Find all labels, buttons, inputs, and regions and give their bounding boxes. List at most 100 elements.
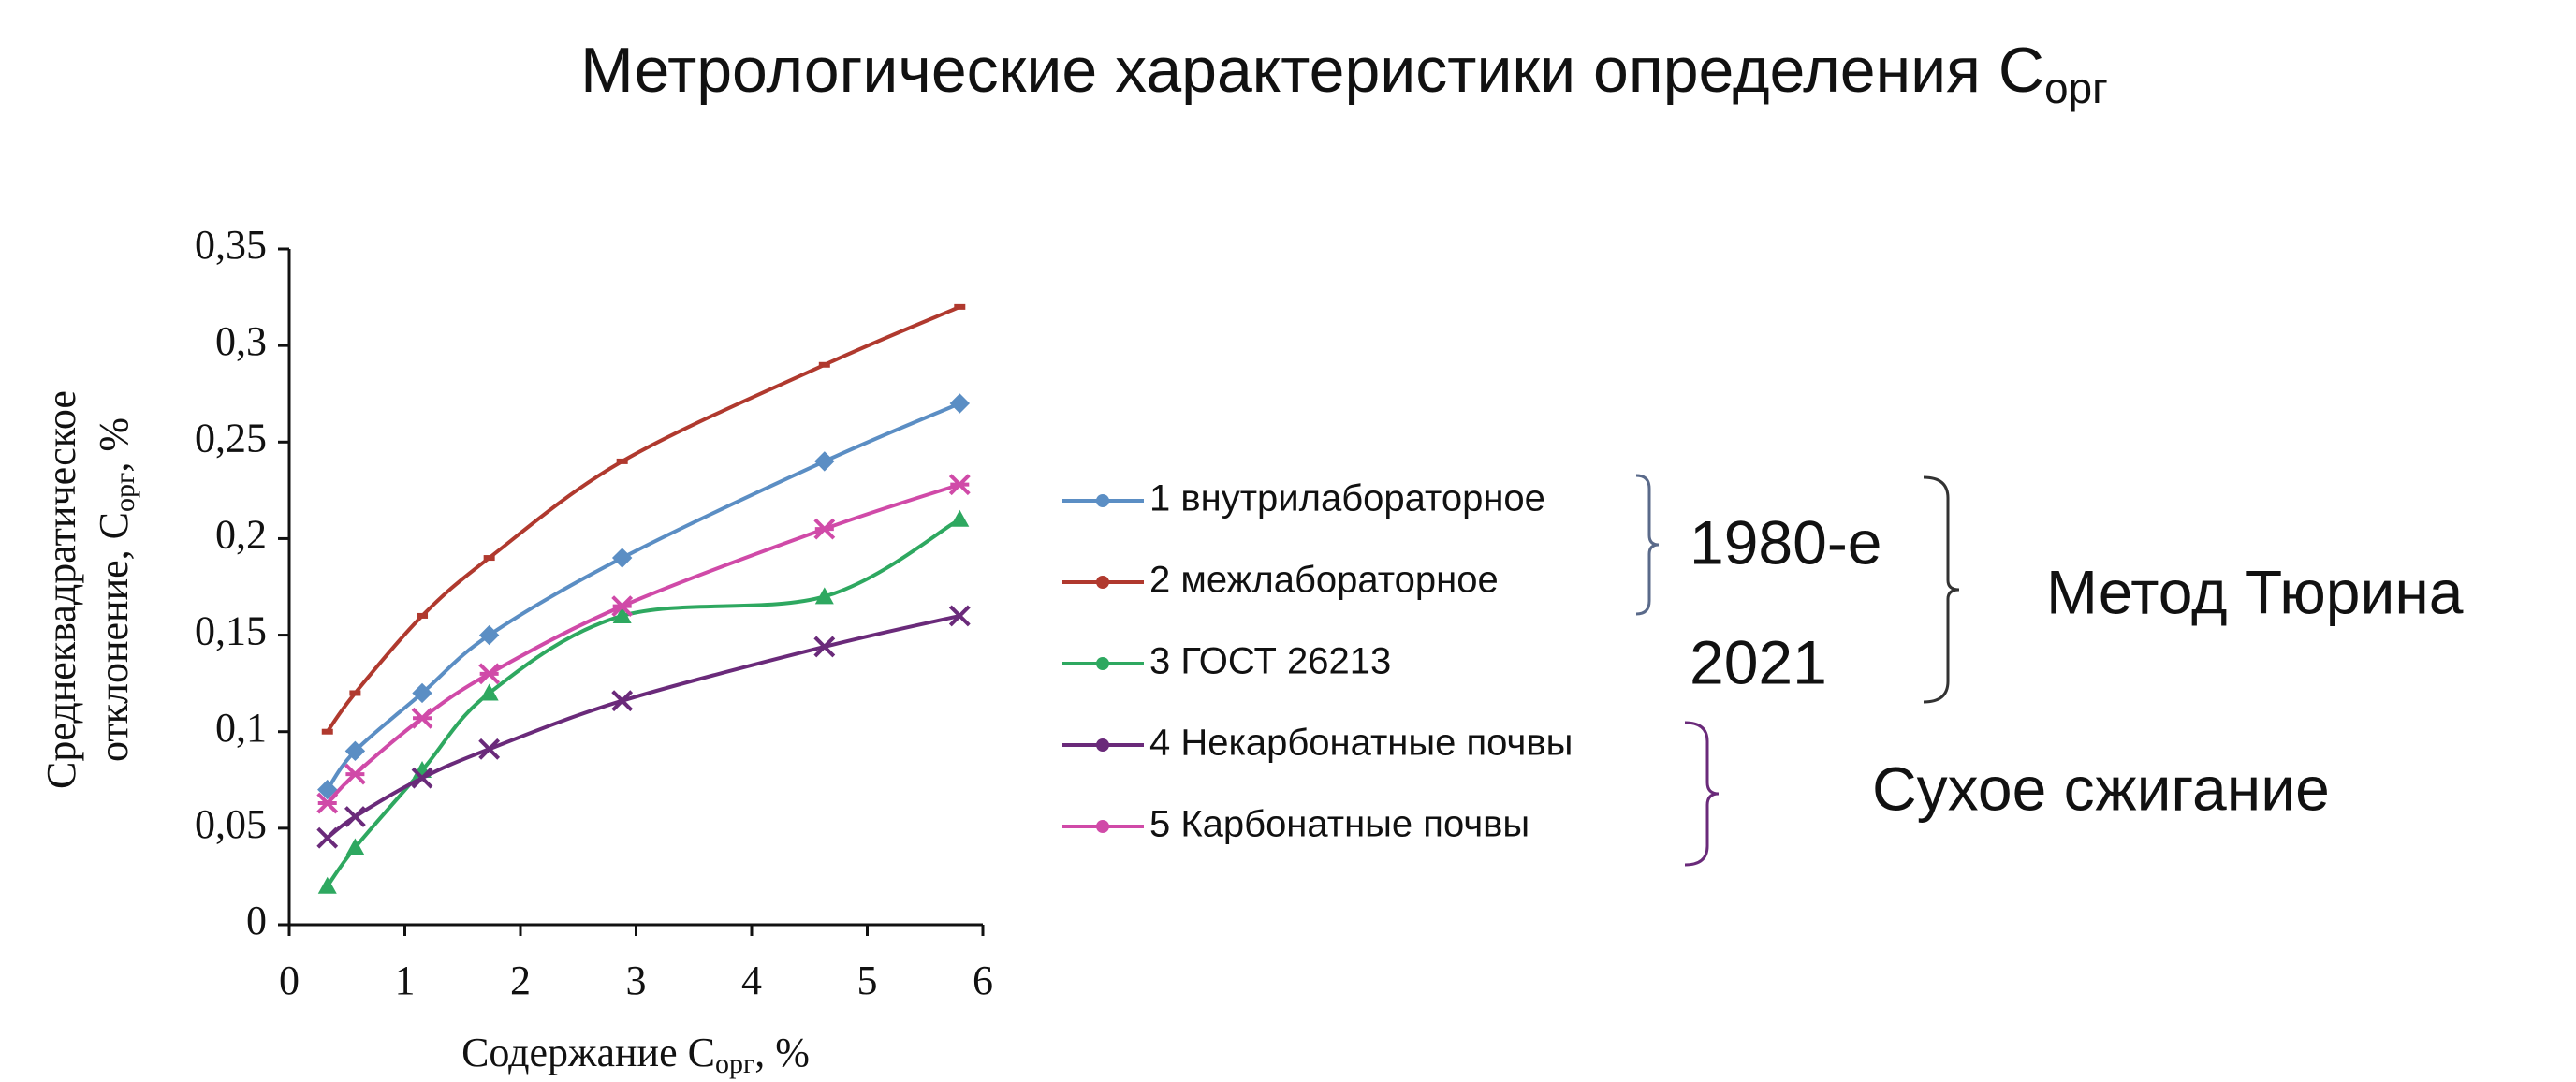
marker — [316, 792, 339, 814]
x-tick-label: 5 — [857, 958, 878, 1003]
x-tick-label: 1 — [395, 958, 416, 1003]
annotation: 1980-е — [1690, 507, 1882, 577]
x-tick-label: 6 — [973, 958, 993, 1003]
legend-dot — [1096, 494, 1109, 507]
y-tick-label: 0,3 — [215, 318, 267, 364]
series-line — [326, 613, 960, 840]
marker — [411, 767, 433, 789]
series — [316, 605, 971, 849]
marker — [345, 838, 365, 855]
marker — [950, 509, 970, 527]
y-label-line1: Среднеквадратическое — [38, 390, 84, 789]
legend-marker — [1096, 820, 1109, 833]
series-line — [326, 518, 961, 887]
x-label-suffix: , % — [754, 1030, 810, 1075]
x-tick-label: 3 — [626, 958, 647, 1003]
x-label-subscript: орг — [715, 1048, 754, 1079]
bracket — [1923, 475, 1960, 704]
x-label-text: Содержание С — [461, 1030, 715, 1075]
legend-item: 5 Карбонатные почвы — [1062, 804, 1530, 845]
legend-marker — [1096, 657, 1109, 670]
marker — [814, 451, 835, 472]
legend-item: 1 внутрилабораторное — [1062, 478, 1545, 519]
x-axis-label: Содержание Сорг, % — [461, 1030, 810, 1079]
series — [321, 303, 966, 735]
y-tick-label: 0,35 — [195, 222, 267, 268]
title-subscript: орг — [2044, 64, 2108, 112]
marker — [478, 738, 501, 760]
bracket — [1684, 721, 1720, 867]
marker — [611, 690, 634, 712]
annotation: Сухое сжигание — [1872, 753, 2330, 823]
marker — [317, 779, 338, 800]
y-axis-label: Среднеквадратическое отклонение, Сорг, % — [38, 390, 140, 789]
legend-dot — [1096, 820, 1109, 833]
marker — [948, 474, 971, 496]
annotation: 2021 — [1690, 627, 1827, 696]
bracket — [1635, 474, 1660, 616]
legend-marker — [1096, 738, 1109, 752]
marker — [349, 690, 361, 696]
legend-item: 4 Некарбонатные почвы — [1062, 723, 1573, 764]
chart-title: Метрологические характеристики определен… — [580, 35, 2108, 112]
y-tick-label: 0,05 — [195, 801, 267, 847]
marker — [478, 624, 500, 646]
marker — [611, 595, 634, 618]
marker — [344, 763, 366, 785]
marker — [417, 612, 429, 619]
marker — [479, 683, 499, 701]
legend-item: 2 межлабораторное — [1062, 560, 1499, 601]
marker — [478, 663, 501, 685]
marker — [612, 606, 632, 623]
series-line — [326, 305, 961, 733]
x-tick-label: 4 — [741, 958, 762, 1003]
marker — [813, 518, 836, 540]
legend-label: 2 межлабораторное — [1149, 560, 1499, 601]
y-label-suffix: , % — [91, 417, 137, 473]
x-tick-label: 0 — [279, 958, 300, 1003]
y-label-line2: отклонение, Сорг, % — [91, 417, 140, 762]
legend-dot — [1096, 576, 1109, 589]
marker — [814, 587, 834, 605]
y-tick-label: 0,2 — [215, 512, 267, 558]
series — [316, 474, 971, 814]
legend-marker — [1096, 494, 1109, 507]
marker — [411, 707, 433, 729]
marker — [954, 303, 966, 310]
series — [317, 509, 970, 894]
title-text: Метрологические характеристики определен… — [580, 35, 2044, 106]
legend-label: 1 внутрилабораторное — [1149, 478, 1545, 519]
marker — [344, 806, 366, 827]
x-tick-label: 2 — [510, 958, 531, 1003]
annotation: Метод Тюрина — [2046, 557, 2464, 626]
marker — [616, 458, 628, 464]
marker — [317, 876, 337, 894]
legend-label: 3 ГОСТ 26213 — [1149, 641, 1391, 682]
legend-dot — [1096, 738, 1109, 752]
legend-marker — [1096, 576, 1109, 589]
marker — [344, 740, 366, 762]
series — [317, 393, 971, 800]
series-line — [326, 482, 960, 805]
legend-label: 5 Карбонатные почвы — [1149, 804, 1530, 845]
marker — [948, 605, 971, 627]
legend-item: 3 ГОСТ 26213 — [1062, 641, 1391, 682]
marker — [818, 361, 830, 368]
marker — [813, 636, 836, 658]
legend-dot — [1096, 657, 1109, 670]
marker — [412, 682, 432, 704]
y-label-text: отклонение, С — [91, 512, 137, 762]
y-tick-label: 0,25 — [195, 415, 267, 461]
legend-label: 4 Некарбонатные почвы — [1149, 723, 1573, 764]
marker — [949, 393, 971, 414]
marker — [483, 555, 495, 562]
y-tick-label: 0 — [246, 898, 267, 943]
marker — [316, 826, 339, 849]
marker — [321, 728, 333, 735]
y-tick-label: 0,1 — [215, 705, 267, 751]
y-tick-label: 0,15 — [195, 608, 267, 654]
marker — [611, 548, 633, 568]
y-label-subscript: орг — [110, 473, 140, 512]
